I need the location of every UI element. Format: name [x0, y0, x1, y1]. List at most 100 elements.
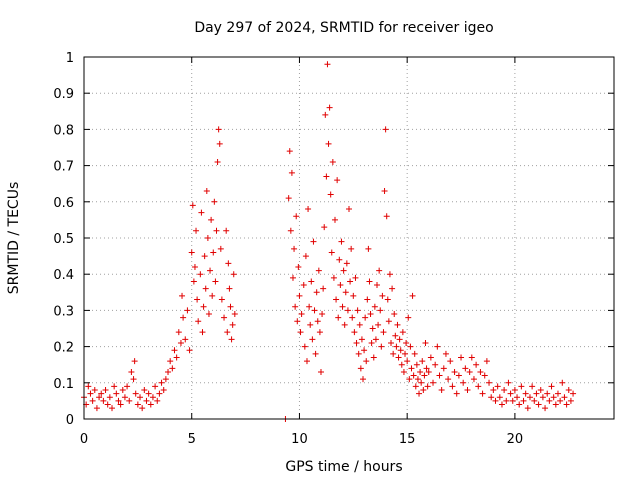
data-point: [351, 329, 358, 336]
data-point: [202, 285, 209, 292]
data-point: [314, 318, 321, 325]
data-point: [306, 303, 313, 310]
data-point: [473, 361, 480, 368]
data-points: [81, 61, 577, 422]
grid-lines: [84, 57, 614, 419]
data-point: [424, 383, 431, 390]
data-point: [533, 390, 540, 397]
data-point: [531, 397, 538, 404]
data-point: [130, 376, 137, 383]
data-point: [100, 397, 107, 404]
data-point: [522, 390, 529, 397]
data-point: [189, 202, 196, 209]
y-tick-label: 0.1: [53, 377, 74, 392]
data-point: [188, 249, 195, 256]
data-point: [227, 303, 234, 310]
data-point: [209, 292, 216, 299]
data-point: [503, 397, 510, 404]
data-point: [430, 379, 437, 386]
data-point: [191, 263, 198, 270]
data-point: [394, 321, 401, 328]
data-point: [357, 365, 364, 372]
data-point: [217, 245, 224, 252]
data-point: [328, 249, 335, 256]
data-point: [542, 405, 549, 412]
data-point: [143, 397, 150, 404]
data-point: [162, 376, 169, 383]
data-point: [208, 216, 215, 223]
data-point: [212, 278, 219, 285]
data-point: [420, 387, 427, 394]
data-point: [180, 314, 187, 321]
data-point: [226, 285, 233, 292]
data-point: [366, 278, 373, 285]
data-point: [201, 253, 208, 260]
data-point: [128, 368, 135, 375]
data-point: [307, 321, 314, 328]
data-point: [548, 383, 555, 390]
data-point: [400, 368, 407, 375]
data-point: [111, 383, 118, 390]
data-point: [418, 379, 425, 386]
data-point: [384, 296, 391, 303]
data-point: [475, 383, 482, 390]
data-point: [291, 245, 298, 252]
data-point: [563, 401, 570, 408]
data-point: [350, 292, 357, 299]
data-point: [404, 358, 411, 365]
data-point: [403, 339, 410, 346]
data-point: [109, 405, 116, 412]
data-point: [416, 390, 423, 397]
data-point: [285, 195, 292, 202]
data-point: [339, 303, 346, 310]
data-point: [113, 390, 120, 397]
data-point: [462, 365, 469, 372]
data-point: [369, 325, 376, 332]
data-point: [561, 394, 568, 401]
data-point: [230, 271, 237, 278]
data-point: [464, 387, 471, 394]
data-point: [308, 278, 315, 285]
x-tick-label: 10: [291, 432, 308, 447]
data-point: [197, 271, 204, 278]
data-point: [557, 397, 564, 404]
data-point: [376, 267, 383, 274]
y-tick-label: 1: [66, 51, 74, 66]
y-tick-label: 0.5: [53, 232, 74, 247]
data-point: [494, 383, 501, 390]
data-point: [346, 206, 352, 213]
y-tick-label: 0.3: [53, 304, 74, 319]
data-point: [440, 365, 447, 372]
data-point: [119, 387, 126, 394]
data-point: [286, 148, 293, 155]
data-point: [182, 336, 189, 343]
data-point: [425, 368, 432, 375]
data-point: [211, 198, 218, 205]
x-tick-label: 20: [507, 432, 524, 447]
data-point: [388, 339, 395, 346]
data-point: [436, 372, 443, 379]
data-point: [565, 387, 572, 394]
data-point: [329, 158, 336, 165]
data-point: [505, 379, 512, 386]
data-point: [316, 329, 323, 336]
data-point: [361, 347, 368, 354]
data-point: [337, 282, 344, 289]
data-point: [544, 390, 551, 397]
y-tick-label: 0: [66, 413, 74, 428]
data-point: [293, 213, 300, 220]
data-point: [225, 260, 232, 267]
data-point: [381, 187, 388, 194]
data-point: [104, 401, 111, 408]
data-point: [184, 307, 191, 314]
data-point: [199, 329, 206, 336]
data-point: [186, 347, 193, 354]
data-point: [121, 394, 128, 401]
data-point: [341, 321, 348, 328]
data-point: [221, 314, 228, 321]
y-tick-label: 0.6: [53, 196, 74, 211]
data-point: [371, 303, 378, 310]
data-point: [124, 383, 131, 390]
data-point: [292, 303, 299, 310]
data-point: [342, 289, 349, 296]
